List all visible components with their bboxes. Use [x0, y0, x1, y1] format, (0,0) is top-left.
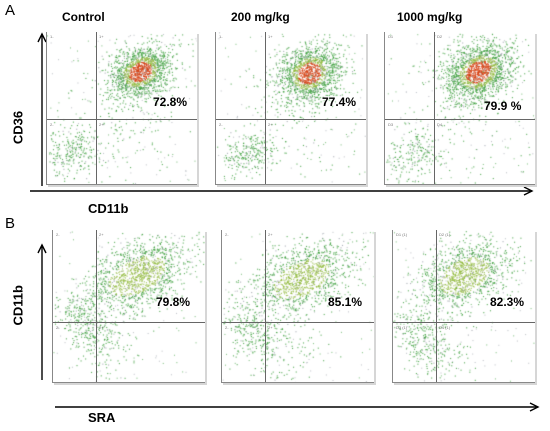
flow-plot-a-200: 1- 1+ 2- 2+ 77.4% [215, 32, 366, 185]
quadrant-label-ll: 2- [219, 122, 223, 127]
quadrant-gate-vertical [434, 32, 435, 184]
quadrant-label-ur: 1+ [268, 34, 273, 39]
quadrant-label-ll: D3 (1) [396, 325, 408, 330]
quadrant-gate-horizontal [393, 322, 535, 323]
panel-a-y-arrow [37, 32, 47, 186]
column-label-control: Control [62, 10, 105, 24]
quadrant-label-ul: 2- [225, 232, 229, 237]
flow-plot-a-1000: D1 D2 D3 D4 79.9 % [384, 32, 535, 185]
quadrant-label-ll: 2- [225, 325, 229, 330]
quadrant-gate-horizontal [385, 119, 535, 120]
quadrant-label-ur: 1+ [99, 34, 104, 39]
quadrant-label-ul: 1- [50, 34, 54, 39]
quadrant-label-ur: 2+ [268, 232, 273, 237]
quadrant-label-ul: 1- [219, 34, 223, 39]
quadrant-gate-vertical [265, 32, 266, 184]
quadrant-label-lr: D4 (1) [439, 325, 451, 330]
panel-b-x-axis-label: SRA [88, 410, 116, 425]
quadrant-label-lr: 2+ [268, 122, 273, 127]
quadrant-gate-vertical [436, 230, 437, 382]
upper-right-percentage: 79.9 % [484, 99, 522, 113]
upper-right-percentage: 82.3% [490, 295, 525, 309]
upper-right-percentage: 72.8% [153, 95, 188, 109]
quadrant-label-lr: D4 [437, 122, 443, 127]
scatter-points [216, 32, 366, 184]
flow-plot-a-control: 1- 1+ 2- 2+ 72.8% [46, 32, 197, 185]
flow-plot-b-200: 2- 2+ 2- 2+ 85.1% [221, 230, 374, 383]
upper-right-percentage: 77.4% [322, 95, 357, 109]
flow-plot-b-1000: D1 (1) D2 (1) D3 (1) D4 (1) 82.3% [392, 230, 535, 383]
quadrant-gate-horizontal [222, 322, 374, 323]
panel-a-x-axis-label: CD11b [88, 201, 129, 216]
quadrant-gate-horizontal [216, 119, 366, 120]
flow-plot-b-control: 2- 2+ 2- 2+ 79.8% [52, 230, 205, 383]
quadrant-gate-vertical [96, 32, 97, 184]
quadrant-label-ur: D2 [437, 34, 443, 39]
quadrant-label-ul: D1 (1) [396, 232, 408, 237]
quadrant-label-lr: 2+ [268, 325, 273, 330]
scatter-points [393, 230, 535, 382]
quadrant-label-ul: 2- [56, 232, 60, 237]
upper-right-percentage: 79.8% [156, 295, 191, 309]
quadrant-label-ur: 2+ [99, 232, 104, 237]
column-label-200: 200 mg/kg [231, 10, 290, 24]
panel-b-x-arrow [55, 402, 540, 412]
quadrant-gate-horizontal [53, 322, 205, 323]
quadrant-gate-vertical [96, 230, 97, 382]
quadrant-label-ur: D2 (1) [439, 232, 451, 237]
quadrant-label-ll: 2- [50, 122, 54, 127]
quadrant-label-lr: 2+ [99, 122, 104, 127]
scatter-points [222, 230, 374, 382]
quadrant-gate-vertical [265, 230, 266, 382]
panel-b-y-arrow [37, 243, 47, 380]
quadrant-gate-horizontal [47, 119, 197, 120]
quadrant-label-lr: 2+ [99, 325, 104, 330]
scatter-points [53, 230, 205, 382]
scatter-points [47, 32, 197, 184]
panel-b-letter: B [5, 215, 16, 232]
quadrant-label-ll: 2- [56, 325, 60, 330]
quadrant-label-ll: D3 [388, 122, 394, 127]
panel-a-letter: A [5, 2, 16, 19]
panel-a-x-arrow [30, 186, 534, 196]
column-label-1000: 1000 mg/kg [397, 10, 463, 24]
upper-right-percentage: 85.1% [328, 295, 363, 309]
quadrant-label-ul: D1 [388, 34, 394, 39]
scatter-points [385, 32, 535, 184]
